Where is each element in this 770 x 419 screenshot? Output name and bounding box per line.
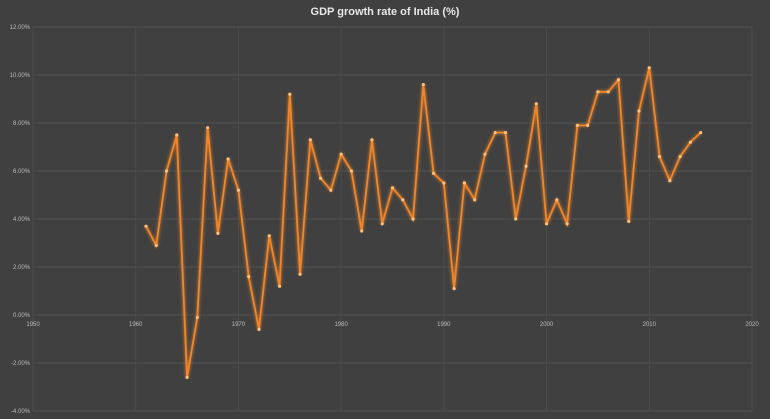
data-point [524, 164, 528, 168]
data-point [390, 186, 395, 190]
data-point [226, 157, 230, 161]
y-tick-label: 8.00% [13, 121, 31, 127]
y-tick-label: 12.00% [10, 25, 31, 31]
data-point [483, 152, 487, 156]
data-point [298, 272, 302, 276]
data-point [647, 66, 651, 70]
x-tick-label: 1950 [26, 322, 40, 328]
data-point [195, 315, 199, 319]
data-point [380, 222, 384, 226]
data-point [164, 169, 169, 173]
y-tick-label: 2.00% [13, 265, 31, 271]
data-point [586, 123, 590, 127]
y-tick-label: 4.00% [13, 217, 31, 223]
data-point [288, 92, 292, 96]
data-point [154, 243, 158, 247]
x-tick-label: 1990 [437, 322, 451, 328]
data-point [206, 126, 210, 130]
data-point [421, 83, 425, 87]
data-point [452, 287, 456, 291]
data-point [668, 179, 672, 183]
data-point [627, 219, 631, 223]
chart-title: GDP growth rate of India (%) [310, 6, 460, 18]
data-point [657, 155, 662, 159]
data-point [544, 222, 549, 226]
y-tick-label: 10.00% [10, 73, 31, 79]
data-point [319, 176, 323, 180]
data-point [236, 188, 241, 192]
x-tick-label: 2010 [643, 322, 657, 328]
data-point [555, 198, 559, 202]
data-point [329, 188, 333, 192]
x-tick-label: 1980 [334, 322, 348, 328]
data-point [267, 234, 271, 238]
y-tick-label: 6.00% [13, 169, 31, 175]
data-point [175, 133, 179, 137]
data-point [616, 78, 621, 82]
data-point [565, 222, 569, 226]
data-point [637, 109, 641, 113]
y-tick-label: -4.00% [11, 409, 31, 415]
data-point [514, 217, 518, 221]
data-point [688, 140, 692, 144]
y-tick-label: -2.00% [11, 361, 31, 367]
data-point [370, 138, 374, 142]
data-point [442, 181, 446, 185]
x-tick-label: 2000 [540, 322, 554, 328]
series-line [145, 67, 702, 378]
data-point [360, 229, 364, 233]
data-point [247, 275, 251, 279]
data-point [462, 181, 466, 185]
data-point [216, 231, 220, 235]
data-point [349, 169, 354, 173]
y-tick-label: 0.00% [13, 313, 31, 319]
data-point [277, 284, 282, 288]
data-point [257, 327, 261, 331]
data-point [596, 90, 600, 94]
data-point [606, 90, 610, 94]
data-point [493, 131, 497, 135]
x-tick-label: 2020 [745, 322, 759, 328]
data-point [308, 138, 312, 142]
data-point [339, 152, 343, 156]
data-point [534, 102, 538, 106]
data-point [185, 375, 189, 379]
data-point [431, 171, 436, 175]
data-point [503, 131, 508, 135]
data-point [575, 123, 579, 127]
data-point [401, 198, 405, 202]
x-tick-label: 1970 [232, 322, 246, 328]
data-point [144, 224, 148, 228]
data-point [411, 217, 415, 221]
x-tick-label: 1960 [129, 322, 143, 328]
data-point [699, 131, 703, 135]
data-point [473, 198, 477, 202]
data-point [678, 155, 682, 159]
